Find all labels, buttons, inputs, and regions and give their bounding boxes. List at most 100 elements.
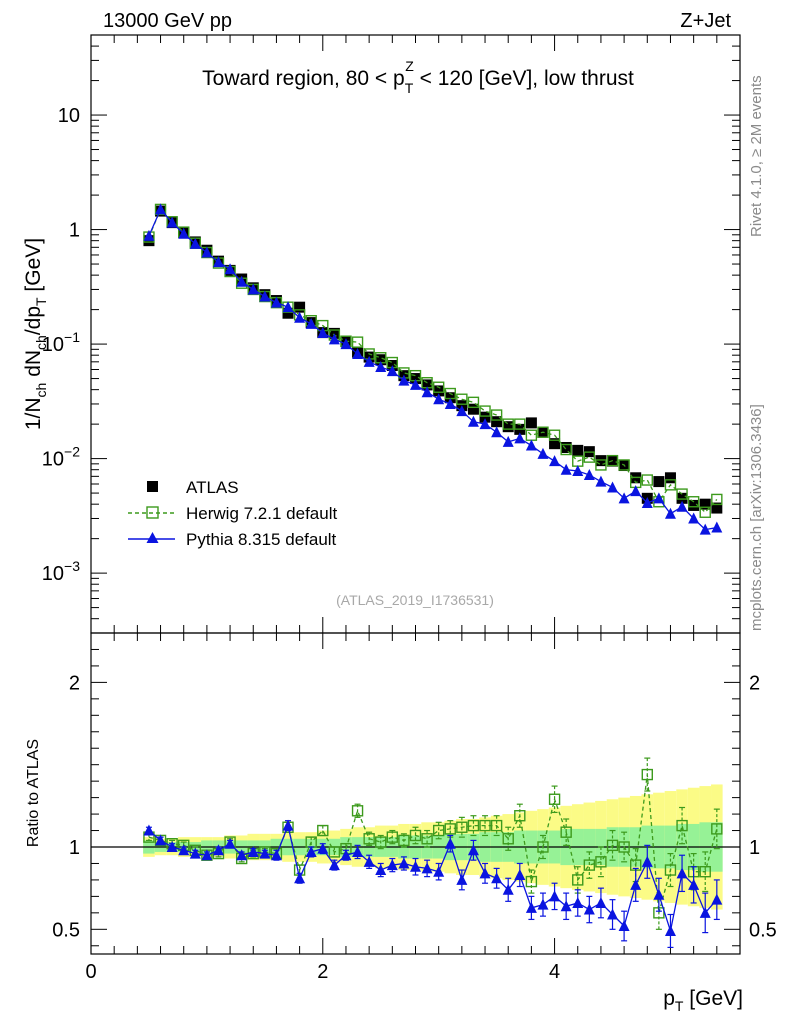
analysis-id: (ATLAS_2019_I1736531) <box>336 592 494 608</box>
main-point-data <box>664 472 676 484</box>
ratio-y-tick-label: 2 <box>69 672 80 694</box>
main-point-pythia <box>247 283 259 295</box>
main-point-pythia <box>224 263 236 275</box>
main-point-pythia <box>699 523 711 535</box>
main-point-herwig <box>595 459 607 471</box>
ratio-point-herwig <box>490 819 503 832</box>
main-point-pythia <box>607 481 619 493</box>
main-point-pythia <box>398 374 410 386</box>
ratio-point-herwig <box>711 823 723 835</box>
legend-label-pythia: Pythia 8.315 default <box>186 530 337 549</box>
main-point-herwig <box>479 405 491 417</box>
ratio-point-pythia <box>618 920 630 932</box>
ratio-point-herwig <box>583 859 596 871</box>
ratio-point-herwig <box>525 875 538 888</box>
main-line-herwig <box>148 208 718 514</box>
main-point-pythia <box>410 378 421 390</box>
ratio-x-tick-label: 2 <box>317 961 328 983</box>
ratio-point-pythia <box>572 896 584 908</box>
ratio-point-pythia <box>375 864 387 876</box>
main-point-data <box>433 385 445 397</box>
main-point-pythia <box>143 229 155 241</box>
legend-label-atlas: ATLAS <box>186 478 239 497</box>
ratio-point-herwig <box>641 768 653 781</box>
legend-label-herwig: Herwig 7.2.1 default <box>186 504 337 523</box>
ratio-point-pythia <box>502 883 514 895</box>
main-point-pythia <box>340 338 352 350</box>
ratio-point-pythia <box>607 908 619 920</box>
main-y-tick-label: 10−2 <box>42 444 80 471</box>
main-point-herwig <box>560 443 572 456</box>
main-point-pythia <box>363 355 375 367</box>
ratio-point-herwig <box>606 839 619 852</box>
ratio-y-tick-label-right: 1 <box>749 837 760 859</box>
main-point-data <box>688 499 700 511</box>
ratio-point-pythia <box>653 888 665 900</box>
main-point-pythia <box>583 468 595 480</box>
main-point-data <box>560 442 572 454</box>
ratio-point-herwig <box>432 824 445 837</box>
main-point-data <box>444 392 456 404</box>
ratio-point-pythia <box>676 867 688 879</box>
ratio-point-pythia <box>352 845 364 857</box>
ratio-point-pythia <box>201 849 213 861</box>
ratio-point-pythia <box>514 868 526 880</box>
ratio-point-pythia <box>178 844 190 856</box>
ratio-point-pythia <box>560 900 572 912</box>
main-point-herwig <box>537 426 549 438</box>
ratio-point-pythia <box>630 878 642 890</box>
ratio-point-herwig <box>514 810 526 822</box>
ratio-point-herwig <box>595 856 607 868</box>
ratio-point-pythia <box>421 862 433 874</box>
main-point-pythia <box>491 426 503 438</box>
ratio-point-pythia <box>467 844 479 856</box>
main-point-pythia <box>467 415 479 427</box>
main-point-pythia <box>259 290 271 302</box>
main-point-herwig <box>618 459 630 471</box>
main-point-pythia <box>444 397 456 409</box>
title-sub: T <box>405 80 414 96</box>
main-y-tick-labels: 10−3 10−2 10−1 1 10 <box>42 105 80 585</box>
ratio-point-pythia <box>270 849 282 861</box>
rivet-label: Rivet 4.1.0, ≥ 2M events <box>748 75 765 237</box>
main-point-pythia <box>549 455 561 467</box>
ratio-point-herwig <box>398 834 410 847</box>
main-point-pythia <box>433 393 445 405</box>
ratio-point-herwig <box>502 833 514 845</box>
main-point-data <box>549 438 561 450</box>
main-axis-ticks <box>90 34 740 634</box>
ratio-point-pythia <box>398 857 410 869</box>
ratio-axis-ticks <box>90 632 740 954</box>
main-point-pythia <box>525 439 537 451</box>
ratio-point-pythia <box>456 873 468 885</box>
ratio-point-pythia <box>282 819 294 831</box>
main-point-data <box>410 373 421 385</box>
ratio-point-pythia <box>525 901 537 913</box>
main-y-tick-label: 10−3 <box>42 558 80 585</box>
ratio-y-tick-label-right: 0.5 <box>749 919 777 941</box>
main-point-pythia <box>664 507 676 519</box>
main-point-data <box>375 354 387 366</box>
main-point-pythia <box>294 311 306 323</box>
ratio-point-pythia <box>664 924 676 936</box>
ratio-point-pythia <box>189 847 201 859</box>
main-point-herwig <box>514 418 526 430</box>
main-point-pythia <box>386 365 398 377</box>
main-point-pythia <box>514 432 526 444</box>
main-y-axis-label: 1/Nch dNch/dpT [GeV] <box>22 238 49 430</box>
ratio-point-herwig <box>548 793 561 805</box>
ratio-plot-frame <box>90 632 741 955</box>
ratio-point-herwig <box>317 824 329 837</box>
process-label: Z+Jet <box>680 10 731 32</box>
ratio-point-pythia <box>340 849 352 861</box>
ratio-y-tick-label: 1 <box>69 837 80 859</box>
main-point-data <box>676 492 688 504</box>
main-point-pythia <box>352 347 364 359</box>
ratio-point-pythia <box>166 841 178 852</box>
main-point-data <box>294 301 306 313</box>
ratio-point-pythia <box>328 859 340 871</box>
main-point-data <box>572 444 584 456</box>
main-point-pythia <box>502 435 514 447</box>
ratio-point-herwig <box>386 831 399 843</box>
